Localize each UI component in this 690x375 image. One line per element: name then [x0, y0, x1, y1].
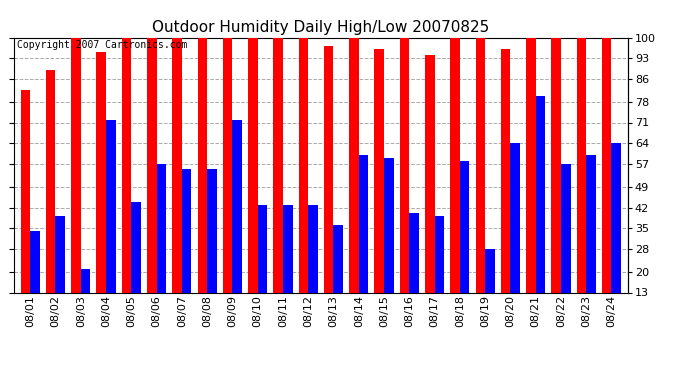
Bar	[324, 46, 333, 292]
Bar	[106, 120, 116, 292]
Bar	[71, 38, 81, 292]
Bar	[409, 213, 419, 292]
Bar	[46, 70, 55, 292]
Bar	[400, 38, 409, 292]
Bar	[460, 160, 469, 292]
Bar	[248, 38, 257, 292]
Bar	[333, 225, 343, 292]
Bar	[131, 202, 141, 292]
Bar	[485, 249, 495, 292]
Bar	[526, 38, 535, 292]
Bar	[602, 38, 611, 292]
Bar	[435, 216, 444, 292]
Bar	[299, 38, 308, 292]
Bar	[223, 38, 233, 292]
Title: Outdoor Humidity Daily High/Low 20070825: Outdoor Humidity Daily High/Low 20070825	[152, 20, 489, 35]
Bar	[561, 164, 571, 292]
Bar	[359, 155, 368, 292]
Bar	[511, 143, 520, 292]
Bar	[283, 205, 293, 292]
Bar	[551, 38, 561, 292]
Bar	[30, 231, 40, 292]
Bar	[147, 38, 157, 292]
Bar	[55, 216, 65, 292]
Bar	[375, 49, 384, 292]
Bar	[182, 170, 191, 292]
Bar	[425, 55, 435, 292]
Bar	[451, 38, 460, 292]
Bar	[535, 96, 545, 292]
Bar	[349, 38, 359, 292]
Bar	[475, 38, 485, 292]
Bar	[81, 269, 90, 292]
Bar	[121, 38, 131, 292]
Bar	[172, 38, 182, 292]
Bar	[384, 158, 393, 292]
Bar	[586, 155, 595, 292]
Bar	[197, 38, 207, 292]
Bar	[157, 164, 166, 292]
Bar	[273, 38, 283, 292]
Bar	[21, 90, 30, 292]
Bar	[611, 143, 621, 292]
Bar	[577, 38, 586, 292]
Bar	[207, 170, 217, 292]
Text: Copyright 2007 Cartronics.com: Copyright 2007 Cartronics.com	[17, 40, 187, 50]
Bar	[257, 205, 267, 292]
Bar	[501, 49, 511, 292]
Bar	[97, 52, 106, 292]
Bar	[233, 120, 242, 292]
Bar	[308, 205, 318, 292]
